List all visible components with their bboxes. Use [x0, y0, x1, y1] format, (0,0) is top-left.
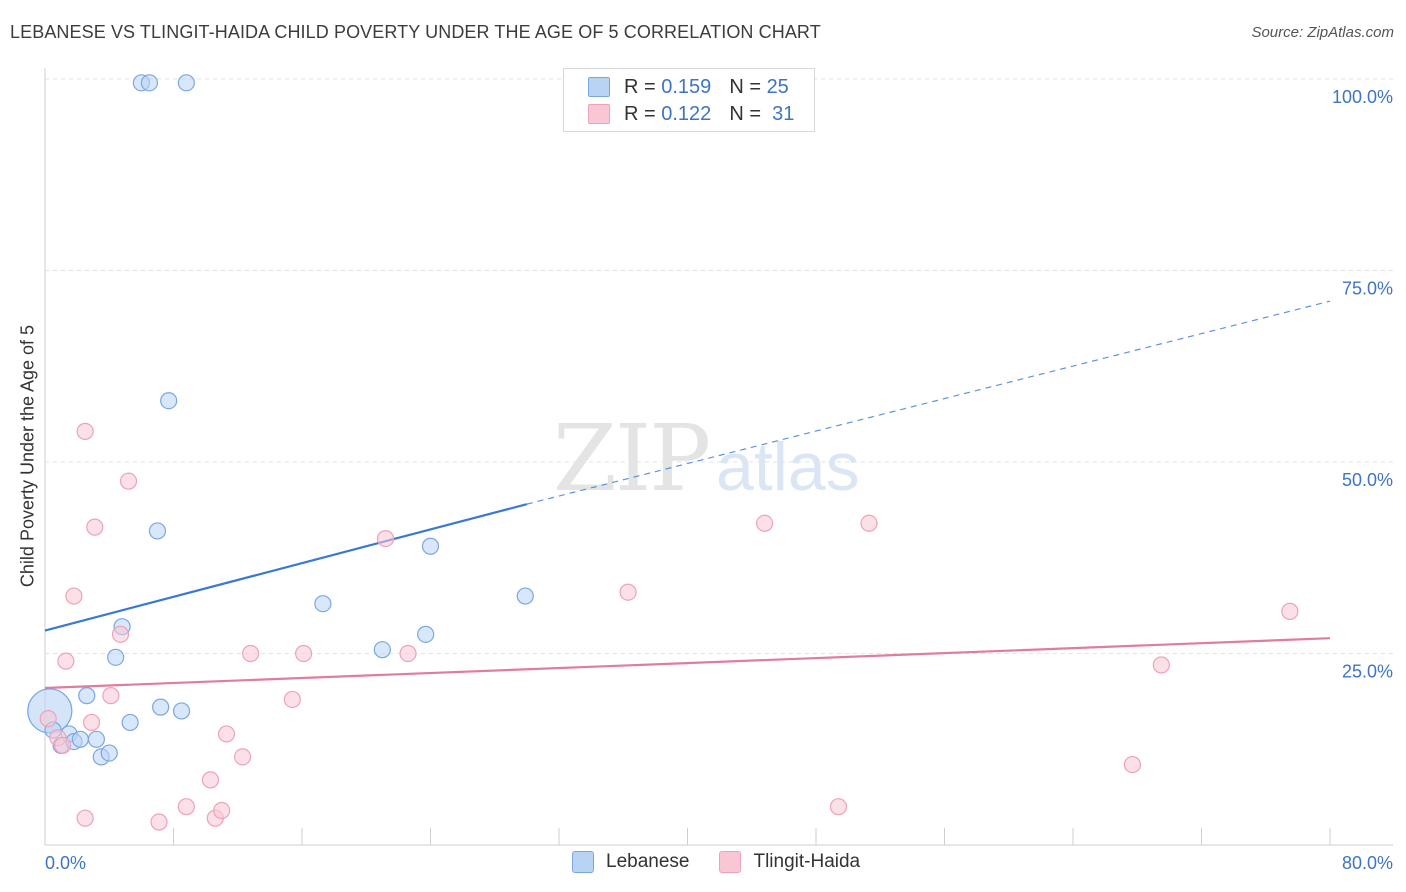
- tlingit-haida-point: [242, 644, 260, 663]
- grid: [45, 78, 1393, 654]
- source-label: Source: ZipAtlas.com: [1251, 24, 1394, 41]
- bottom-legend-swatch-lebanese: [572, 851, 594, 873]
- tlingit-haida-point: [111, 625, 130, 643]
- lebanese-point: [160, 392, 178, 410]
- tlingit-haida-point: [76, 809, 94, 827]
- tlingit-haida-trend-line: [44, 637, 1331, 690]
- tlingit-haida-point: [283, 690, 301, 709]
- lebanese-point: [172, 702, 191, 720]
- tlingit-haida-point: [150, 813, 168, 831]
- lebanese-point: [421, 537, 440, 555]
- legend-r-value: 0.159: [661, 75, 712, 98]
- watermark-zip: ZIP: [553, 405, 709, 512]
- lebanese-point: [177, 74, 195, 92]
- lebanese-point: [71, 730, 89, 748]
- legend-swatch-lebanese: [588, 77, 610, 97]
- legend-n-value: 31: [772, 102, 795, 125]
- trend-lines: [44, 300, 1331, 690]
- tlingit-haida-point: [619, 583, 637, 601]
- lebanese-trend-line: [44, 503, 528, 632]
- y-tick-label: 50.0%: [1342, 470, 1393, 490]
- y-tick-label: 25.0%: [1342, 662, 1393, 682]
- lebanese-point: [107, 648, 125, 666]
- legend-r-label: R =: [624, 75, 656, 98]
- lebanese-point: [516, 587, 534, 605]
- legend-r-label: R =: [624, 102, 656, 125]
- tlingit-haida-point: [82, 713, 101, 732]
- tlingit-haida-point: [201, 771, 220, 789]
- tlingit-haida-point: [217, 725, 236, 743]
- y-tick-label: 75.0%: [1342, 279, 1393, 299]
- bottom-legend-swatch-tlingit-haida: [719, 851, 742, 873]
- tlingit-haida-point: [1123, 755, 1142, 774]
- tlingit-haida-point: [119, 472, 138, 490]
- lebanese-point: [373, 641, 391, 659]
- legend-r-value: 0.122: [661, 102, 712, 125]
- tlingit-haida-point: [755, 514, 774, 532]
- bottom-legend-item-lebanese: Lebanese: [572, 851, 689, 873]
- chart-title: LEBANESE VS TLINGIT-HAIDA CHILD POVERTY …: [10, 22, 821, 42]
- data-points: [27, 74, 1299, 831]
- x-tick-label: 0.0%: [45, 853, 86, 873]
- y-tick-label: 100.0%: [1332, 87, 1393, 107]
- bottom-legend-item-tlingit-haida: Tlingit-Haida: [719, 851, 860, 873]
- lebanese-point: [78, 687, 96, 705]
- lebanese-point: [100, 744, 118, 762]
- tlingit-haida-point: [1152, 656, 1170, 674]
- tlingit-haida-point: [76, 422, 94, 440]
- tlingit-haida-point: [860, 514, 878, 532]
- tlingit-haida-point: [57, 652, 75, 670]
- tlingit-haida-point: [39, 710, 57, 728]
- legend-n-label: N =: [729, 75, 761, 98]
- bottom-legend: Lebanese Tlingit-Haida: [572, 851, 890, 873]
- lebanese-point: [148, 522, 167, 540]
- tlingit-haida-point: [54, 736, 72, 755]
- tick-labels: 100.0% 75.0% 50.0% 25.0% 0.0% 80.0%: [45, 87, 1393, 873]
- legend-row-tlingit-haida: R = 0.122 N = 31: [588, 102, 794, 126]
- tlingit-haida-point: [295, 644, 313, 663]
- lebanese-trend-extension: [526, 300, 1331, 505]
- bottom-legend-label-tlingit-haida: Tlingit-Haida: [753, 851, 861, 872]
- tlingit-haida-point: [376, 529, 395, 548]
- legend-row-lebanese: R = 0.159 N = 25: [588, 75, 789, 99]
- legend: R = 0.159 N = 25 R = 0.122 N = 31: [563, 68, 815, 132]
- tlingit-haida-point: [102, 687, 120, 705]
- watermark-atlas: atlas: [716, 429, 860, 505]
- lebanese-point: [121, 713, 139, 732]
- x-tick-label: 80.0%: [1342, 853, 1393, 873]
- lebanese-point: [314, 595, 332, 613]
- legend-n-value: 25: [766, 75, 789, 98]
- lebanese-point: [87, 730, 106, 748]
- lebanese-point: [417, 625, 435, 643]
- tlingit-haida-point: [213, 801, 231, 820]
- legend-swatch-tlingit-haida: [588, 104, 610, 124]
- tlingit-haida-point: [65, 587, 83, 605]
- tlingit-haida-point: [1281, 602, 1299, 620]
- lebanese-point: [140, 74, 159, 92]
- tlingit-haida-point: [233, 748, 252, 766]
- lebanese-point: [152, 698, 170, 716]
- bottom-legend-label-lebanese: Lebanese: [606, 851, 690, 872]
- legend-n-label: N =: [729, 102, 761, 125]
- tlingit-haida-point: [399, 644, 417, 663]
- tlingit-haida-point: [829, 798, 848, 816]
- tlingit-haida-point: [86, 518, 104, 536]
- tlingit-haida-point: [177, 798, 195, 816]
